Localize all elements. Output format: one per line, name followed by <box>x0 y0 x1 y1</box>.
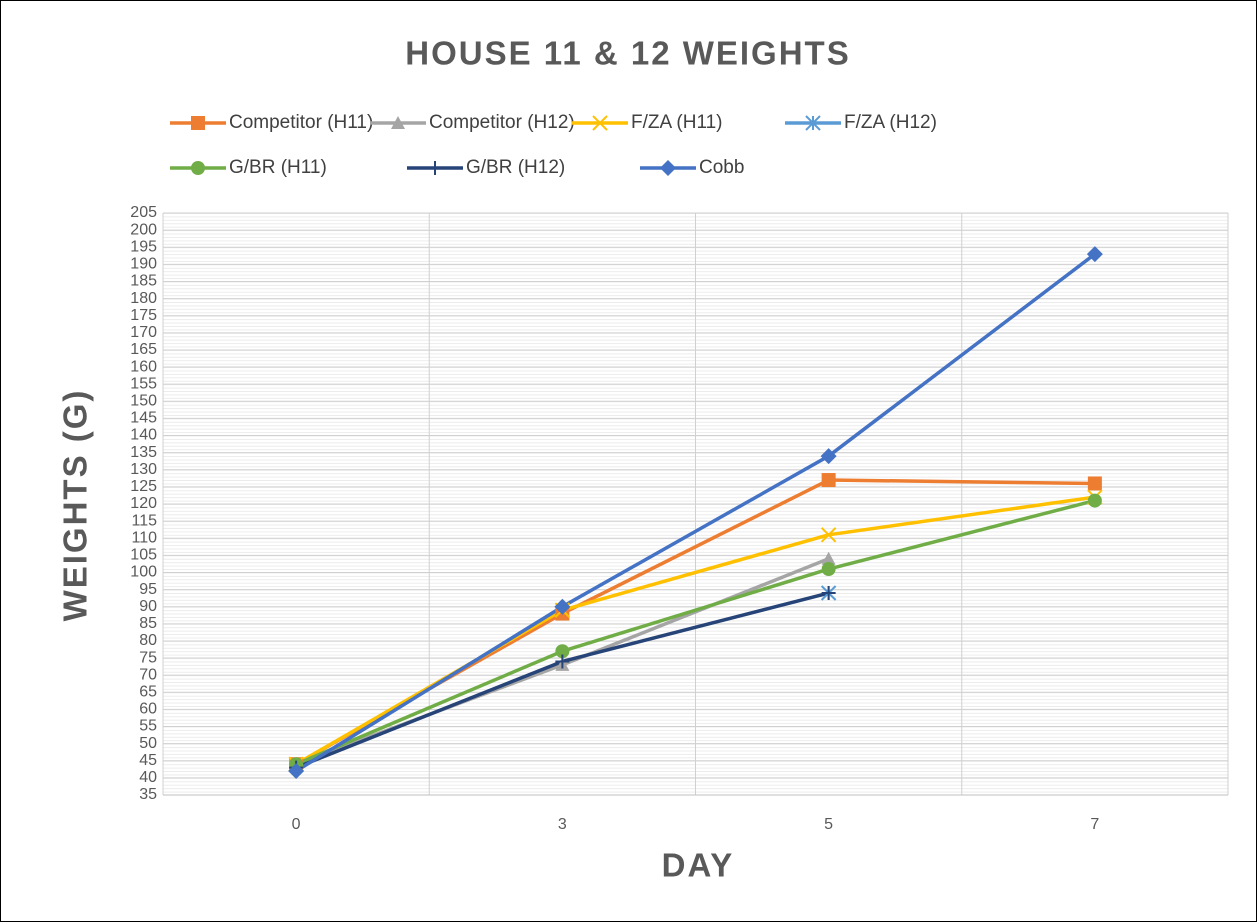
y-tick-label: 145 <box>130 410 157 427</box>
y-tick-label: 60 <box>139 701 157 718</box>
x-tick-label: 3 <box>558 816 567 833</box>
y-tick-label: 200 <box>130 221 157 238</box>
marker <box>555 654 570 669</box>
marker <box>555 644 570 659</box>
y-tick-label: 90 <box>139 598 157 615</box>
x-axis-label: DAY <box>662 847 735 884</box>
legend-label: G/BR (H12) <box>466 157 565 178</box>
marker <box>1087 493 1102 508</box>
legend-label: Cobb <box>699 157 744 178</box>
marker <box>820 527 837 543</box>
chart-title: HOUSE 11 & 12 WEIGHTS <box>405 35 850 72</box>
y-tick-label: 80 <box>139 632 157 649</box>
series-line <box>295 252 1096 773</box>
y-tick-label: 205 <box>130 204 157 221</box>
y-tick-label: 190 <box>130 256 157 273</box>
y-tick-label: 45 <box>139 752 157 769</box>
y-tick-label: 160 <box>130 358 157 375</box>
marker <box>821 551 836 565</box>
y-tick-label: 140 <box>130 427 157 444</box>
y-tick-label: 70 <box>139 666 157 683</box>
legend-label: G/BR (H11) <box>229 157 327 178</box>
y-tick-label: 50 <box>139 735 157 752</box>
marker <box>288 763 305 780</box>
marker <box>1087 476 1102 491</box>
marker <box>660 160 676 176</box>
marker <box>554 598 571 615</box>
y-tick-label: 130 <box>130 461 157 478</box>
y-tick-label: 195 <box>130 238 157 255</box>
marker <box>821 473 836 488</box>
marker <box>805 115 821 131</box>
marker <box>821 562 836 577</box>
marker <box>391 116 405 129</box>
marker <box>820 448 837 465</box>
y-tick-label: 100 <box>130 564 157 581</box>
y-tick-label: 185 <box>130 273 157 290</box>
y-tick-label: 75 <box>139 649 157 666</box>
legend-label: Competitor (H11) <box>229 112 373 133</box>
y-tick-label: 170 <box>130 324 157 341</box>
y-tick-label: 95 <box>139 581 157 598</box>
marker <box>191 161 205 175</box>
legend-label: F/ZA (H12) <box>844 112 937 133</box>
marker <box>592 115 608 131</box>
y-tick-label: 85 <box>139 615 157 632</box>
x-tick-label: 7 <box>1090 816 1099 833</box>
x-tick-label: 0 <box>292 816 301 833</box>
y-tick-label: 155 <box>130 375 157 392</box>
marker <box>1086 246 1103 263</box>
y-tick-label: 65 <box>139 684 157 701</box>
y-tick-label: 135 <box>130 444 157 461</box>
y-tick-label: 110 <box>131 529 157 546</box>
legend-label: F/ZA (H11) <box>631 112 723 133</box>
marker <box>821 586 836 601</box>
y-tick-label: 35 <box>139 786 157 803</box>
x-tick-label: 5 <box>824 816 833 833</box>
y-tick-label: 180 <box>130 290 157 307</box>
y-tick-label: 125 <box>130 478 157 495</box>
y-tick-label: 40 <box>139 769 157 786</box>
marker <box>191 116 205 130</box>
legend-label: Competitor (H12) <box>429 112 575 133</box>
marker <box>428 161 442 175</box>
y-tick-label: 150 <box>130 393 157 410</box>
series-line <box>295 498 1096 766</box>
y-tick-label: 120 <box>130 495 157 512</box>
y-tick-label: 55 <box>139 718 157 735</box>
y-tick-label: 105 <box>130 547 157 564</box>
y-tick-label: 175 <box>130 307 157 324</box>
y-axis-label: WEIGHTS (G) <box>57 389 94 622</box>
y-tick-label: 115 <box>131 512 157 529</box>
y-tick-label: 165 <box>130 341 157 358</box>
